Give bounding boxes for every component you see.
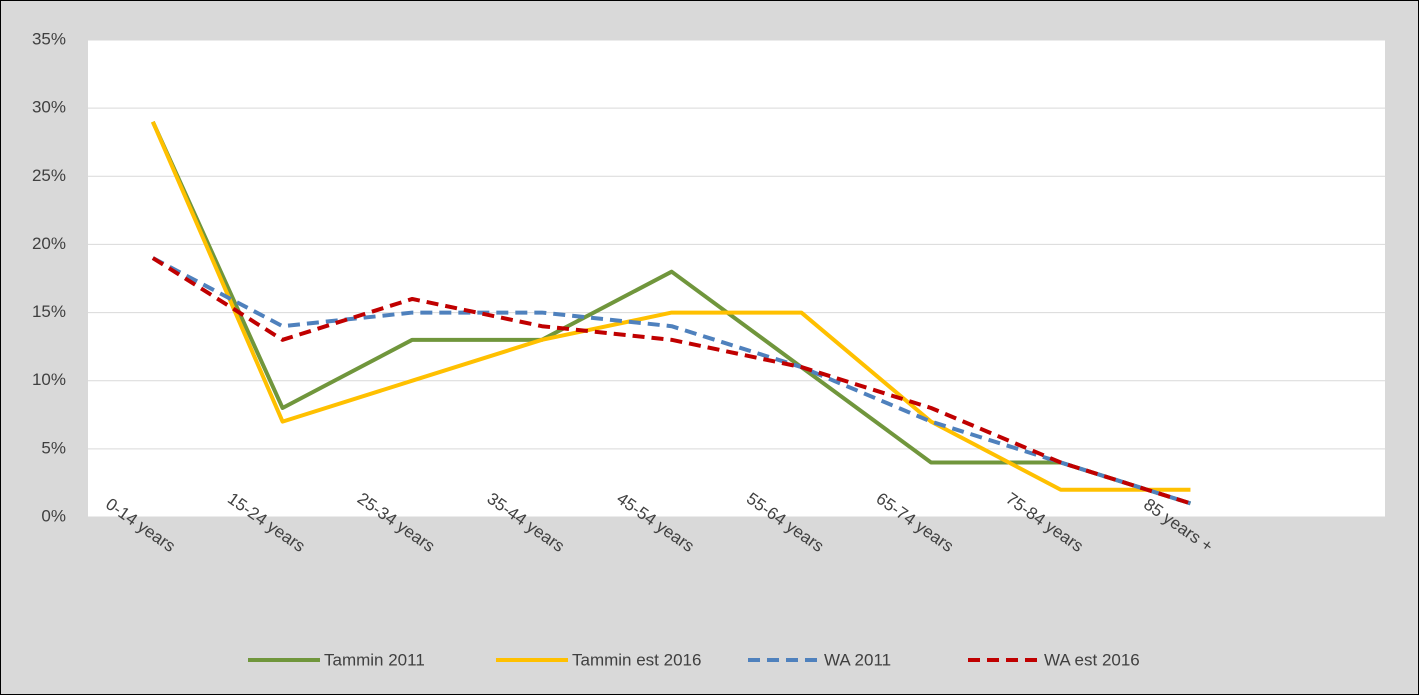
plot-area xyxy=(88,40,1385,517)
y-tick-label: 5% xyxy=(41,438,66,457)
legend-label: Tammin est 2016 xyxy=(572,650,701,669)
legend-label: WA est 2016 xyxy=(1044,650,1140,669)
legend-label: Tammin 2011 xyxy=(324,650,425,669)
y-tick-label: 35% xyxy=(32,29,66,48)
y-tick-label: 25% xyxy=(32,166,66,185)
y-tick-label: 10% xyxy=(32,370,66,389)
series-line xyxy=(151,256,1192,506)
y-tick-label: 0% xyxy=(41,506,66,525)
series-line xyxy=(151,120,1191,492)
y-tick-label: 15% xyxy=(32,302,66,321)
y-tick-label: 20% xyxy=(32,234,66,253)
y-tick-label: 30% xyxy=(32,98,66,117)
legend-label: WA 2011 xyxy=(824,650,891,669)
series-line xyxy=(151,120,1192,506)
series-line xyxy=(151,256,1192,506)
